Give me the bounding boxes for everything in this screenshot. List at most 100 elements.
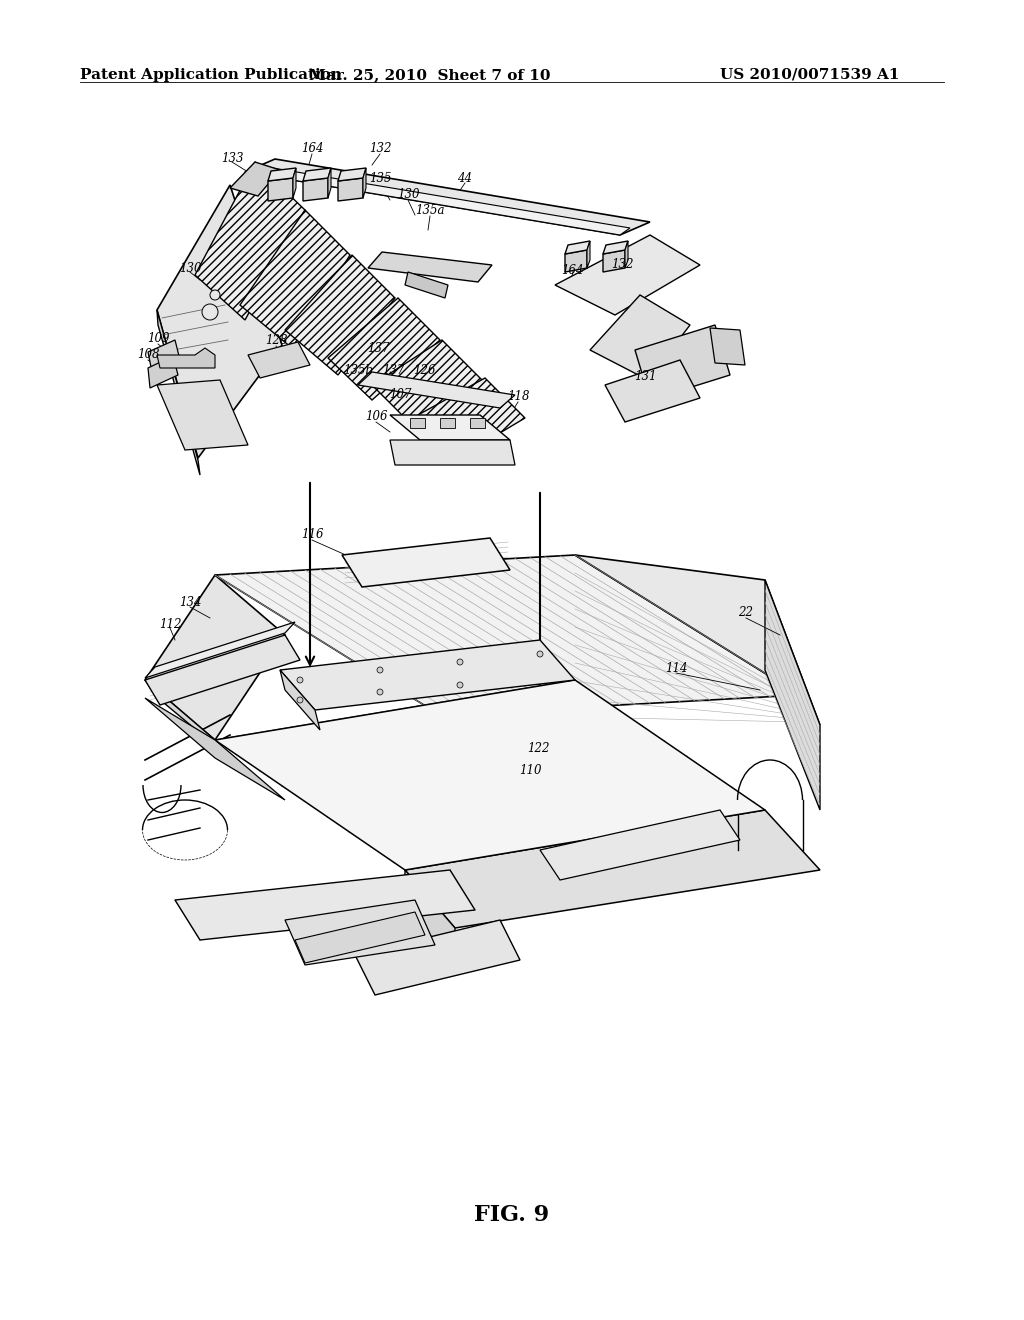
Text: 164: 164	[561, 264, 584, 276]
Text: 130: 130	[396, 187, 419, 201]
Polygon shape	[605, 360, 700, 422]
Polygon shape	[248, 342, 310, 378]
Text: 107: 107	[389, 388, 412, 400]
Text: Patent Application Publication: Patent Application Publication	[80, 69, 342, 82]
Polygon shape	[555, 235, 700, 315]
Polygon shape	[355, 920, 520, 995]
Polygon shape	[293, 168, 296, 198]
Text: 132: 132	[369, 141, 391, 154]
Polygon shape	[406, 810, 820, 928]
Polygon shape	[268, 168, 296, 181]
Circle shape	[202, 304, 218, 319]
Text: US 2010/0071539 A1: US 2010/0071539 A1	[720, 69, 899, 82]
Text: Mar. 25, 2010  Sheet 7 of 10: Mar. 25, 2010 Sheet 7 of 10	[309, 69, 551, 82]
Polygon shape	[145, 576, 285, 741]
Polygon shape	[390, 440, 515, 465]
Polygon shape	[565, 242, 590, 253]
Polygon shape	[372, 341, 482, 428]
Text: 126: 126	[413, 363, 435, 376]
Polygon shape	[157, 310, 200, 475]
Polygon shape	[765, 579, 820, 810]
Text: 164: 164	[301, 141, 324, 154]
Text: 106: 106	[365, 409, 387, 422]
Polygon shape	[148, 356, 178, 388]
Polygon shape	[295, 912, 425, 964]
Text: FIG. 9: FIG. 9	[474, 1204, 550, 1226]
Text: 135: 135	[369, 172, 391, 185]
Text: 130: 130	[179, 261, 202, 275]
Polygon shape	[575, 554, 820, 725]
Text: 135b: 135b	[343, 363, 373, 376]
Polygon shape	[145, 680, 230, 758]
Circle shape	[377, 689, 383, 696]
Polygon shape	[603, 242, 628, 253]
Polygon shape	[285, 900, 435, 965]
Circle shape	[297, 677, 303, 682]
Text: 134: 134	[179, 595, 202, 609]
Polygon shape	[328, 168, 331, 198]
Text: 133: 133	[221, 152, 244, 165]
Circle shape	[377, 667, 383, 673]
Text: 114: 114	[665, 661, 687, 675]
Polygon shape	[215, 680, 765, 870]
Polygon shape	[338, 168, 366, 181]
Polygon shape	[625, 242, 628, 268]
Text: 128: 128	[265, 334, 288, 346]
Polygon shape	[285, 255, 395, 375]
Polygon shape	[157, 348, 215, 368]
Polygon shape	[268, 178, 293, 201]
Polygon shape	[590, 294, 690, 380]
Text: 122: 122	[526, 742, 549, 755]
Polygon shape	[406, 272, 449, 298]
Polygon shape	[303, 178, 328, 201]
Polygon shape	[145, 698, 285, 800]
Circle shape	[537, 651, 543, 657]
Polygon shape	[418, 378, 525, 458]
Polygon shape	[540, 810, 740, 880]
Polygon shape	[148, 341, 180, 372]
Polygon shape	[328, 298, 440, 400]
Polygon shape	[245, 165, 630, 235]
Polygon shape	[145, 635, 300, 705]
Polygon shape	[368, 252, 492, 282]
Circle shape	[457, 659, 463, 665]
Polygon shape	[470, 418, 485, 428]
Polygon shape	[342, 539, 510, 587]
Text: 137: 137	[382, 363, 404, 376]
Polygon shape	[440, 418, 455, 428]
Polygon shape	[358, 372, 515, 408]
Polygon shape	[215, 554, 800, 715]
Polygon shape	[157, 380, 248, 450]
Polygon shape	[338, 178, 362, 201]
Text: 132: 132	[610, 257, 633, 271]
Polygon shape	[603, 249, 625, 272]
Polygon shape	[635, 325, 730, 400]
Text: 44: 44	[458, 172, 472, 185]
Text: 110: 110	[519, 763, 542, 776]
Text: 109: 109	[146, 331, 169, 345]
Polygon shape	[406, 870, 455, 965]
Text: 22: 22	[738, 606, 754, 619]
Polygon shape	[145, 622, 295, 678]
Text: 118: 118	[507, 389, 529, 403]
Polygon shape	[390, 414, 510, 440]
Polygon shape	[240, 210, 350, 348]
Polygon shape	[230, 162, 280, 195]
Text: 131: 131	[634, 370, 656, 383]
Polygon shape	[157, 185, 282, 458]
Polygon shape	[565, 249, 587, 272]
Polygon shape	[362, 168, 366, 198]
Text: 116: 116	[301, 528, 324, 541]
Text: 112: 112	[159, 618, 181, 631]
Circle shape	[210, 290, 220, 300]
Polygon shape	[280, 640, 575, 710]
Polygon shape	[303, 168, 331, 181]
Polygon shape	[280, 671, 319, 730]
Text: 137: 137	[367, 342, 389, 355]
Circle shape	[297, 697, 303, 704]
Polygon shape	[410, 418, 425, 428]
Polygon shape	[587, 242, 590, 268]
Polygon shape	[175, 870, 475, 940]
Text: 135a: 135a	[416, 203, 444, 216]
Polygon shape	[245, 158, 650, 235]
